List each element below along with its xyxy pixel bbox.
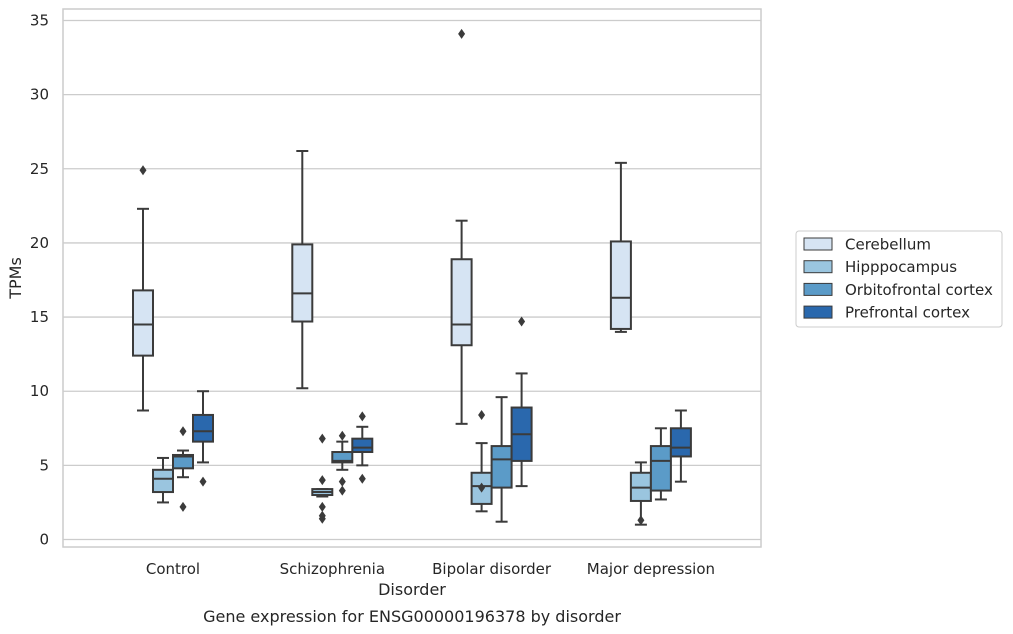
outlier-point bbox=[338, 476, 346, 487]
boxes bbox=[132, 28, 692, 526]
outlier-point bbox=[318, 475, 326, 486]
box-2-2 bbox=[490, 396, 513, 523]
y-axis-label: TPMs bbox=[6, 257, 25, 300]
legend-swatch bbox=[803, 282, 833, 296]
outlier-point bbox=[637, 515, 645, 526]
outlier-point bbox=[358, 473, 366, 484]
box-iqr bbox=[609, 240, 632, 330]
outlier-point bbox=[478, 482, 486, 493]
legend-label: Cerebellum bbox=[845, 236, 931, 254]
y-tick-label: 5 bbox=[39, 456, 49, 474]
x-axis-label: Disorder bbox=[378, 580, 446, 599]
box-0-0 bbox=[132, 165, 154, 412]
y-tick-label: 0 bbox=[39, 531, 49, 549]
box-0-1 bbox=[291, 149, 314, 390]
x-tick-label: Control bbox=[146, 560, 200, 578]
y-tick-labels: 0 5 10 15 20 25 30 35 bbox=[30, 12, 49, 549]
box-2-1 bbox=[331, 430, 354, 496]
y-tick-label: 20 bbox=[30, 234, 49, 252]
legend-label: Orbitofrontal cortex bbox=[845, 281, 993, 299]
outlier-point bbox=[139, 165, 147, 176]
box-1-2 bbox=[470, 409, 493, 513]
legend-label: Hipppocampus bbox=[845, 258, 957, 276]
outlier-point bbox=[458, 28, 466, 39]
plot-frame bbox=[62, 8, 762, 548]
box-iqr bbox=[490, 445, 513, 489]
y-tick-label: 35 bbox=[30, 12, 49, 30]
outlier-point bbox=[318, 433, 326, 444]
y-tick-label: 25 bbox=[30, 160, 49, 178]
box-1-0 bbox=[152, 456, 174, 504]
box-0-2 bbox=[450, 28, 473, 425]
outlier-point bbox=[338, 485, 346, 496]
box-2-3 bbox=[649, 427, 672, 501]
box-iqr bbox=[132, 289, 154, 357]
box-iqr bbox=[291, 243, 314, 323]
legend: Cerebellum Hipppocampus Orbitofrontal cort… bbox=[795, 230, 1003, 328]
outlier-point bbox=[358, 411, 366, 422]
box-iqr bbox=[172, 453, 194, 470]
box-iqr bbox=[351, 437, 374, 454]
legend-swatch bbox=[803, 305, 833, 319]
box-iqr bbox=[649, 445, 672, 492]
y-tick-label: 10 bbox=[30, 382, 49, 400]
outlier-point bbox=[478, 409, 486, 420]
outlier-point bbox=[338, 430, 346, 441]
outlier-point bbox=[199, 476, 207, 487]
box-1-3 bbox=[629, 461, 652, 526]
chart-caption: Gene expression for ENSG00000196378 by d… bbox=[203, 607, 621, 626]
box-iqr bbox=[152, 468, 174, 494]
x-tick-labels: Control Schizophrenia Bipolar disorder Majo… bbox=[146, 560, 715, 578]
box-2-0 bbox=[172, 426, 194, 512]
outlier-point bbox=[179, 426, 187, 437]
y-tick-label: 15 bbox=[30, 308, 49, 326]
outlier-point bbox=[179, 501, 187, 512]
outlier-point bbox=[318, 513, 326, 524]
box-3-0 bbox=[192, 390, 214, 487]
box-3-3 bbox=[669, 409, 692, 483]
legend-frame bbox=[795, 230, 1003, 328]
x-tick-label: Major depression bbox=[587, 560, 715, 578]
box-iqr bbox=[331, 451, 354, 464]
box-iqr bbox=[450, 258, 473, 347]
outlier-point bbox=[518, 316, 526, 327]
x-tick-label: Schizophrenia bbox=[280, 560, 385, 578]
y-tick-label: 30 bbox=[30, 86, 49, 104]
box-1-1 bbox=[311, 433, 334, 524]
legend-swatch bbox=[803, 260, 833, 274]
legend-label: Prefrontal cortex bbox=[845, 304, 970, 322]
box-iqr bbox=[192, 413, 214, 443]
box-iqr bbox=[669, 427, 692, 458]
legend-swatch bbox=[803, 237, 833, 251]
box-0-3 bbox=[609, 161, 632, 333]
outlier-point bbox=[318, 501, 326, 512]
box-3-2 bbox=[510, 316, 533, 488]
x-tick-label: Bipolar disorder bbox=[432, 560, 552, 578]
box-3-1 bbox=[351, 411, 374, 484]
